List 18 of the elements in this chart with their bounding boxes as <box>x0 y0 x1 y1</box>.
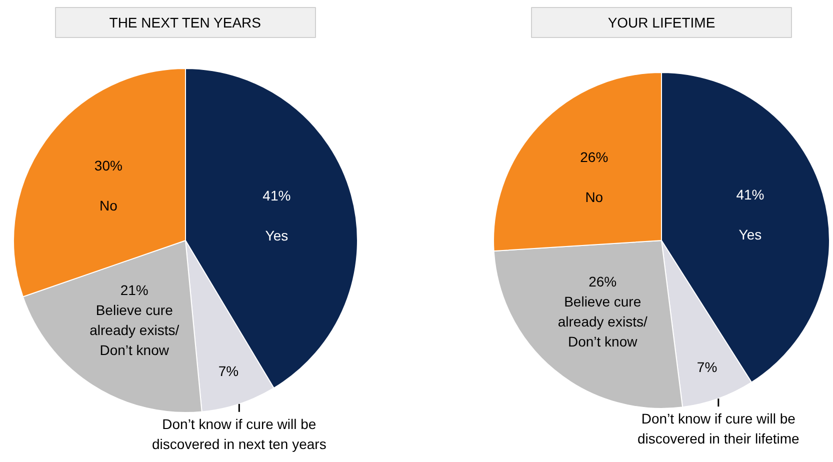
slice-label: Believe cure already exists/ Don’t know <box>90 302 180 358</box>
slice-label: Yes <box>738 226 762 243</box>
data-label: 7% <box>218 363 239 380</box>
data-label: 30% <box>94 158 122 174</box>
data-label: 7% <box>696 358 718 375</box>
data-label: 41% <box>262 187 291 204</box>
data-label: 21% <box>120 282 148 298</box>
chart-title: THE NEXT TEN YEARS <box>109 14 261 30</box>
slice-label: Believe cure already exists/ Don’t know <box>558 294 648 350</box>
data-label: 26% <box>580 149 608 166</box>
slice-label: Don’t know if cure will be discovered in next ten years <box>152 416 326 452</box>
slice-label: Don’t know if cure will be discovered in their lifetime <box>637 410 800 447</box>
data-label: 41% <box>736 186 764 203</box>
slice-label: No <box>585 189 604 206</box>
slice-label: No <box>99 198 118 214</box>
chart-title: YOUR LIFETIME <box>608 14 716 30</box>
slice-label: Yes <box>265 227 288 244</box>
data-label: 26% <box>588 274 617 290</box>
